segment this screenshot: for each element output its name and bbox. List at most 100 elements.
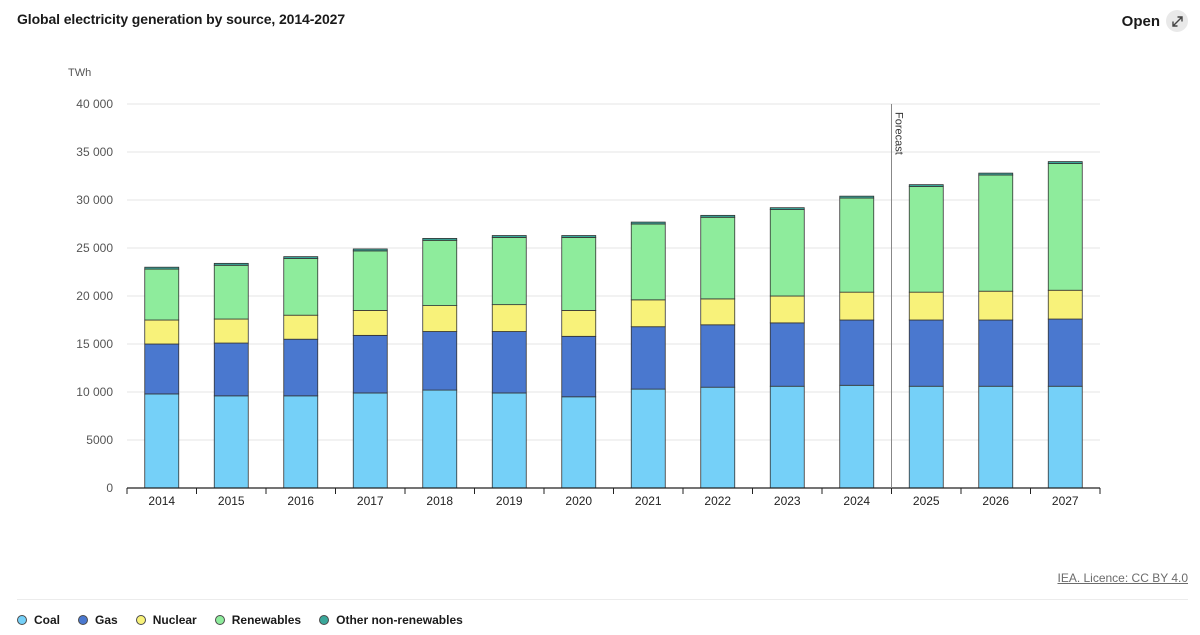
x-tick-label: 2024 [843,494,870,508]
y-tick-label: 35 000 [76,145,113,159]
y-tick-label: 5000 [86,433,113,447]
bar-segment [630,221,666,225]
x-tick-label: 2018 [426,494,453,508]
bar-segment [283,256,319,259]
legend-label: Nuclear [152,613,197,627]
bar-segment [1047,318,1083,387]
bar-segment [630,326,666,390]
x-tick-label: 2019 [496,494,523,508]
legend-swatch [17,615,27,625]
bar-segment [978,174,1014,292]
y-tick-label: 10 000 [76,385,113,399]
bar-segment [978,172,1014,176]
x-tick-label: 2017 [357,494,384,508]
bar-segment [769,322,805,387]
bar-segment [352,250,388,311]
legend-label: Other non-renewables [336,613,463,627]
bar-segment [839,319,875,386]
forecast-label: Forecast [893,112,905,155]
bar-segment [491,237,527,306]
y-tick-label: 25 000 [76,241,113,255]
x-tick-label: 2022 [704,494,731,508]
bar-segment [352,334,388,394]
bar-segment [144,268,180,321]
bar-segment [213,342,249,397]
legend-swatch [78,615,89,625]
legend-label: Gas [95,613,118,627]
bar-segment [839,291,875,321]
bar-segment [700,298,736,326]
bar-segment [144,319,180,345]
bar-segment [908,291,944,321]
bar-segment [283,338,319,397]
bar-segment [422,239,458,307]
x-tick-label: 2014 [148,494,175,508]
bar-segment [352,309,388,336]
y-tick-label: 0 [106,481,113,495]
legend-item[interactable]: Renewables [214,613,301,627]
legend-item[interactable]: Coal [17,613,60,627]
x-tick-label: 2020 [565,494,592,508]
bar-segment [978,385,1014,489]
bar-segment [700,386,736,489]
bar-segment [213,395,249,489]
chart-header: Global electricity generation by source,… [17,10,1188,32]
bar-segment [630,223,666,301]
bar-segment [144,393,180,489]
bar-segment [283,258,319,316]
bar-segment [839,384,875,489]
y-tick-label: 15 000 [76,337,113,351]
bar-segment [561,309,597,337]
bar-segment [839,197,875,293]
bar-segment [700,324,736,388]
chart-title: Global electricity generation by source,… [17,11,346,27]
bar-segment [283,395,319,489]
licence-link[interactable]: IEA. Licence: CC BY 4.0 [1057,571,1188,585]
bar-segment [839,195,875,199]
bar-segment [908,319,944,387]
x-tick-label: 2016 [287,494,314,508]
bar-segment [769,295,805,324]
bar-segment [422,305,458,332]
bar-segment [422,389,458,489]
bar-segment [491,392,527,489]
bar-segment [769,209,805,297]
legend-item[interactable]: Other non-renewables [319,613,463,627]
legend-swatch [214,615,225,625]
legend-swatch [135,615,146,625]
bar-segment [491,235,527,238]
bar-segment [561,396,597,489]
legend-label: Coal [34,613,61,627]
bar-segment [144,266,180,270]
y-tick-label: 20 000 [76,289,113,303]
legend-item[interactable]: Gas [78,613,118,627]
bar-segment [978,319,1014,387]
bar-segment [491,304,527,332]
bar-segment [352,248,388,252]
bar-segment [908,186,944,293]
bar-segment [978,290,1014,321]
bar-segment [491,331,527,394]
bar-segment [769,207,805,210]
y-tick-label: 30 000 [76,193,113,207]
x-tick-label: 2026 [982,494,1009,508]
x-tick-label: 2025 [913,494,940,508]
bar-segment [1047,289,1083,320]
legend: Coal Gas Nuclear Renewables Other non-renewa… [17,613,463,627]
bar-segment [422,237,458,241]
bar-segment [561,237,597,311]
bar-segment [1047,161,1083,164]
open-button[interactable]: Open [1122,10,1188,32]
legend-item[interactable]: Nuclear [135,613,197,627]
expand-icon[interactable] [1166,10,1188,32]
bar-segment [1047,385,1083,489]
bar-segment [700,214,736,218]
bar-segment [908,385,944,489]
x-tick-label: 2023 [774,494,801,508]
bar-segment [144,343,180,395]
bar-segment [422,331,458,391]
bar-segment [700,216,736,300]
bar-segment [352,392,388,489]
bar-segment [630,299,666,328]
x-tick-label: 2021 [635,494,662,508]
